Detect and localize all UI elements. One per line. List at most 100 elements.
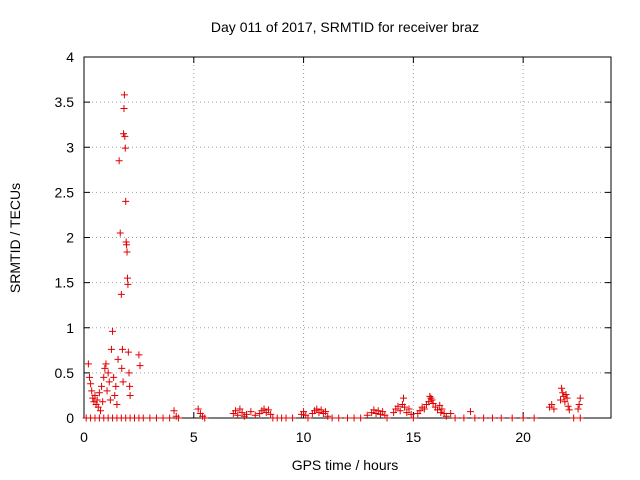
data-point: [124, 348, 132, 356]
data-point: [152, 414, 160, 422]
data-point: [390, 409, 398, 417]
data-point: [102, 360, 110, 368]
data-point: [556, 396, 564, 404]
data-point: [232, 407, 240, 415]
data-point: [488, 414, 496, 422]
data-point: [159, 414, 167, 422]
data-point: [574, 405, 582, 413]
data-point: [146, 414, 154, 422]
data-point: [123, 241, 131, 249]
data-point: [548, 400, 556, 408]
data-point: [107, 345, 115, 353]
data-point: [110, 373, 118, 381]
data-point: [576, 394, 584, 402]
data-point: [460, 414, 468, 422]
data-point: [123, 274, 131, 282]
data-point: [111, 391, 119, 399]
data-point: [564, 402, 572, 410]
data-point: [399, 394, 407, 402]
y-tick-label: 3: [66, 139, 74, 155]
data-point: [357, 414, 365, 422]
data-point: [370, 406, 378, 414]
data-point: [109, 327, 117, 335]
data-point: [289, 414, 297, 422]
data-point: [136, 362, 144, 370]
data-point: [113, 400, 121, 408]
data-point: [322, 408, 330, 416]
data-point: [125, 369, 133, 377]
data-point: [396, 407, 404, 415]
data-point: [170, 407, 178, 415]
x-tick-label: 15: [406, 429, 422, 445]
data-point: [409, 414, 417, 422]
data-point: [374, 407, 382, 415]
data-point: [561, 398, 569, 406]
data-point: [123, 248, 131, 256]
data-point: [84, 360, 92, 368]
data-point: [350, 414, 358, 422]
data-point: [282, 414, 290, 422]
data-point: [267, 410, 275, 418]
y-tick-label: 1.5: [55, 275, 75, 291]
data-point: [407, 410, 415, 418]
data-point: [565, 406, 573, 414]
data-point: [174, 414, 182, 422]
data-point: [91, 391, 99, 399]
data-point: [438, 405, 446, 413]
data-point: [466, 408, 474, 416]
data-point: [100, 373, 108, 381]
data-point: [120, 104, 128, 112]
data-point: [117, 290, 125, 298]
data-point: [115, 157, 123, 165]
x-axis-label: GPS time / hours: [292, 457, 399, 473]
data-point: [98, 382, 106, 390]
data-point: [550, 405, 558, 413]
data-points: [82, 91, 584, 422]
data-point: [324, 412, 332, 420]
data-point: [264, 406, 272, 414]
data-point: [383, 414, 391, 422]
data-point: [260, 405, 268, 413]
data-point: [118, 345, 126, 353]
data-point: [562, 391, 570, 399]
data-point: [234, 411, 242, 419]
axis-ticks: 0 0.5 1 1.5 2 2.5 3 3.5 4 0 5 10 15 20: [55, 49, 611, 445]
data-point: [403, 409, 411, 417]
data-point: [436, 401, 444, 409]
data-point: [428, 396, 436, 404]
y-tick-label: 4: [66, 49, 74, 65]
data-point: [401, 403, 409, 411]
data-point: [103, 387, 111, 395]
data-point: [530, 414, 538, 422]
data-point: [313, 405, 321, 413]
data-point: [335, 414, 343, 422]
data-point: [328, 414, 336, 422]
chart-title: Day 011 of 2017, SRMTID for receiver bra…: [211, 19, 479, 35]
data-point: [379, 408, 387, 416]
data-point: [429, 400, 437, 408]
data-point: [416, 407, 424, 415]
y-tick-label: 0.5: [55, 365, 75, 381]
data-point: [106, 396, 114, 404]
data-point: [139, 414, 147, 422]
data-point: [85, 373, 93, 381]
data-point: [558, 384, 566, 392]
data-point: [480, 414, 488, 422]
data-point: [447, 409, 455, 417]
data-point: [247, 408, 255, 416]
data-point: [394, 402, 402, 410]
y-tick-label: 2: [66, 230, 74, 246]
data-point: [508, 414, 516, 422]
data-point: [112, 382, 120, 390]
data-point: [559, 389, 567, 397]
data-point: [442, 412, 450, 420]
data-point: [363, 411, 371, 419]
data-point: [563, 394, 571, 402]
data-point: [201, 414, 209, 422]
y-axis-label: SRMTID / TECUs: [7, 183, 23, 293]
data-point: [576, 414, 584, 422]
data-point: [99, 398, 107, 406]
data-point: [114, 355, 122, 363]
y-tick-label: 2.5: [55, 184, 75, 200]
